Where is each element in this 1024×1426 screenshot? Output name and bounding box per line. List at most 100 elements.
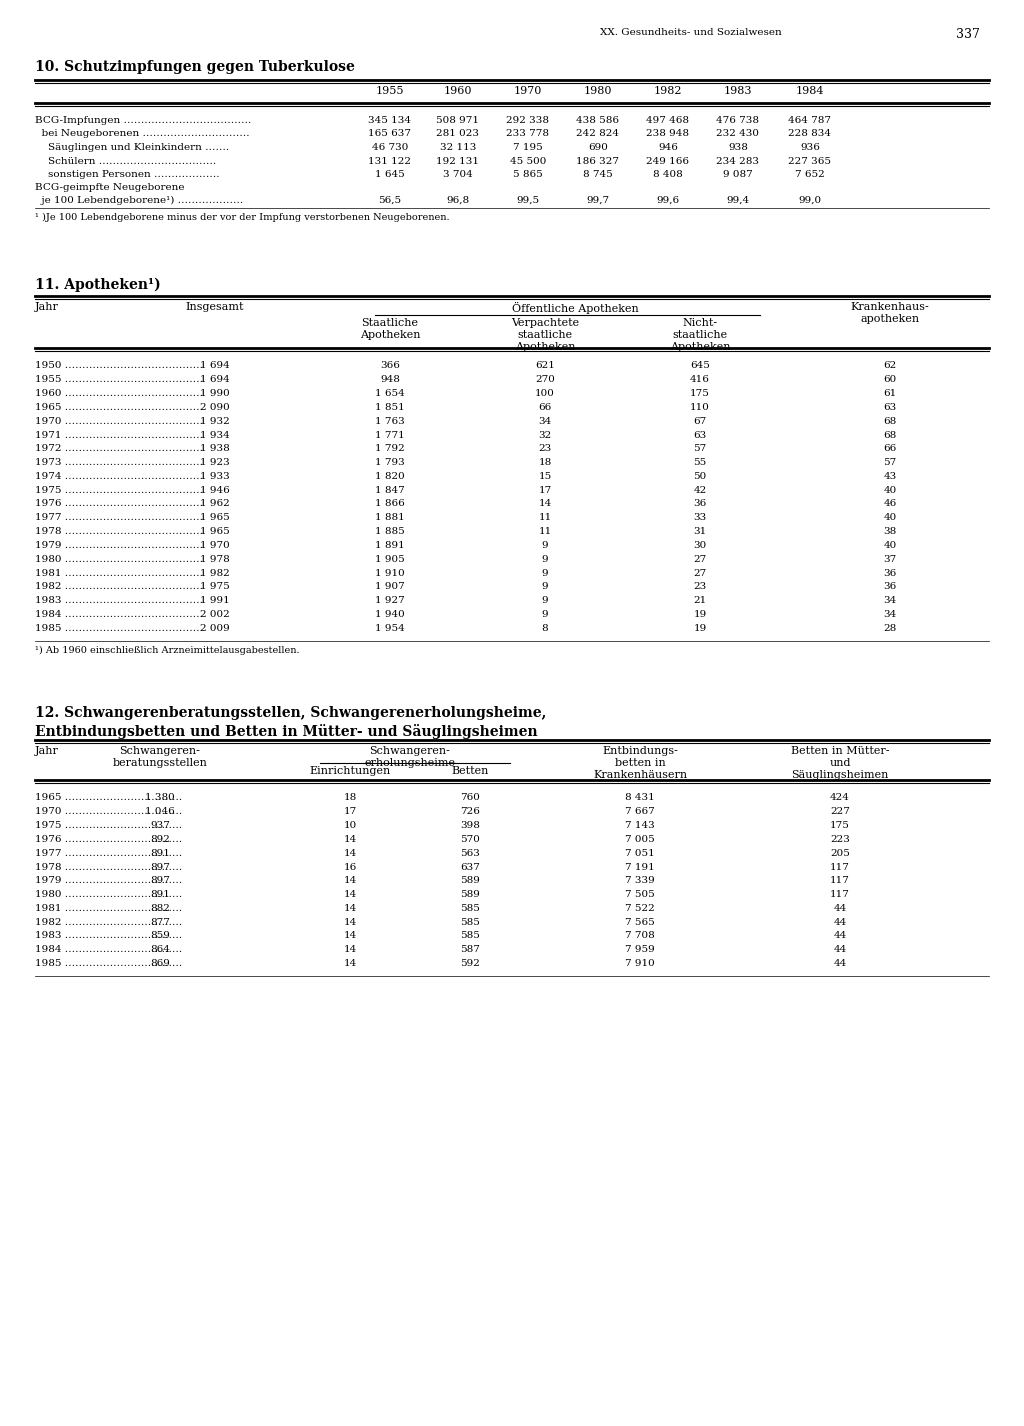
Text: 690: 690: [588, 143, 608, 153]
Text: 131 122: 131 122: [369, 157, 412, 165]
Text: 1 962: 1 962: [200, 499, 229, 509]
Text: 859: 859: [151, 931, 170, 941]
Text: 242 824: 242 824: [577, 130, 620, 138]
Text: 1 891: 1 891: [375, 540, 404, 550]
Text: 100: 100: [536, 389, 555, 398]
Text: 281 023: 281 023: [436, 130, 479, 138]
Text: 621: 621: [536, 362, 555, 371]
Text: 23: 23: [539, 445, 552, 453]
Text: Schwangeren-
erholungsheime: Schwangeren- erholungsheime: [365, 746, 456, 767]
Text: 56,5: 56,5: [379, 195, 401, 204]
Text: BCG-Impfungen ……………………………….: BCG-Impfungen ……………………………….: [35, 116, 251, 125]
Text: 14: 14: [343, 904, 356, 913]
Text: 1985 ………………………………….: 1985 ………………………………….: [35, 623, 203, 633]
Text: 585: 585: [460, 918, 480, 927]
Text: 38: 38: [884, 528, 897, 536]
Text: 30: 30: [693, 540, 707, 550]
Text: 175: 175: [690, 389, 710, 398]
Text: 1 938: 1 938: [200, 445, 229, 453]
Text: 1 645: 1 645: [375, 170, 404, 180]
Text: 1 927: 1 927: [375, 596, 404, 605]
Text: 7 652: 7 652: [795, 170, 825, 180]
Text: Schülern …………………………….: Schülern …………………………….: [35, 157, 216, 165]
Text: 1984 …………………………….: 1984 …………………………….: [35, 945, 182, 954]
Text: 68: 68: [884, 416, 897, 426]
Text: 337: 337: [956, 29, 980, 41]
Text: 7 005: 7 005: [625, 834, 655, 844]
Text: 110: 110: [690, 404, 710, 412]
Text: 14: 14: [343, 834, 356, 844]
Text: 416: 416: [690, 375, 710, 384]
Text: je 100 Lebendgeborene¹) ……………….: je 100 Lebendgeborene¹) ……………….: [35, 195, 243, 204]
Text: Öffentliche Apotheken: Öffentliche Apotheken: [512, 301, 638, 314]
Text: 1 046: 1 046: [145, 807, 175, 816]
Text: 7 667: 7 667: [625, 807, 655, 816]
Text: 2 090: 2 090: [200, 404, 229, 412]
Text: 43: 43: [884, 472, 897, 481]
Text: 1971 ………………………………….: 1971 ………………………………….: [35, 431, 203, 439]
Text: 1 991: 1 991: [200, 596, 229, 605]
Text: 1984: 1984: [796, 86, 824, 96]
Text: BCG-geimpfte Neugeborene: BCG-geimpfte Neugeborene: [35, 184, 184, 193]
Text: XX. Gesundheits- und Sozialwesen: XX. Gesundheits- und Sozialwesen: [600, 29, 781, 37]
Text: 32 113: 32 113: [440, 143, 476, 153]
Text: 464 787: 464 787: [788, 116, 831, 125]
Text: 7 959: 7 959: [625, 945, 655, 954]
Text: 1975 …………………………….: 1975 …………………………….: [35, 821, 182, 830]
Text: 63: 63: [693, 431, 707, 439]
Text: 7 051: 7 051: [625, 848, 655, 857]
Text: 233 778: 233 778: [507, 130, 550, 138]
Text: 8 408: 8 408: [653, 170, 683, 180]
Text: 1 946: 1 946: [200, 486, 229, 495]
Text: Insgesamt: Insgesamt: [185, 301, 245, 311]
Text: 36: 36: [884, 582, 897, 592]
Text: 232 430: 232 430: [717, 130, 760, 138]
Text: 44: 44: [834, 931, 847, 941]
Text: 17: 17: [539, 486, 552, 495]
Text: 1950 ………………………………….: 1950 ………………………………….: [35, 362, 203, 371]
Text: 175: 175: [830, 821, 850, 830]
Text: 882: 882: [151, 904, 170, 913]
Text: 36: 36: [884, 569, 897, 578]
Text: Einrichtungen: Einrichtungen: [309, 766, 390, 776]
Text: 1970: 1970: [514, 86, 542, 96]
Text: 936: 936: [800, 143, 820, 153]
Text: 589: 589: [460, 877, 480, 886]
Text: 1955 ………………………………….: 1955 ………………………………….: [35, 375, 203, 384]
Text: 1 978: 1 978: [200, 555, 229, 563]
Text: 1978 ………………………………….: 1978 ………………………………….: [35, 528, 203, 536]
Text: 1 932: 1 932: [200, 416, 229, 426]
Text: 1983: 1983: [724, 86, 753, 96]
Text: 760: 760: [460, 793, 480, 803]
Text: 1 934: 1 934: [200, 431, 229, 439]
Text: 44: 44: [834, 960, 847, 968]
Text: 497 468: 497 468: [646, 116, 689, 125]
Text: 366: 366: [380, 362, 400, 371]
Text: 726: 726: [460, 807, 480, 816]
Text: 424: 424: [830, 793, 850, 803]
Text: 508 971: 508 971: [436, 116, 479, 125]
Text: 14: 14: [343, 931, 356, 941]
Text: 1982 …………………………….: 1982 …………………………….: [35, 918, 182, 927]
Text: 589: 589: [460, 890, 480, 900]
Text: 1978 …………………………….: 1978 …………………………….: [35, 863, 182, 871]
Text: 877: 877: [151, 918, 170, 927]
Text: 40: 40: [884, 513, 897, 522]
Text: 60: 60: [884, 375, 897, 384]
Text: 205: 205: [830, 848, 850, 857]
Text: Staatliche
Apotheken: Staatliche Apotheken: [359, 318, 420, 339]
Text: 891: 891: [151, 890, 170, 900]
Text: 1 820: 1 820: [375, 472, 404, 481]
Text: 270: 270: [536, 375, 555, 384]
Text: 1980: 1980: [584, 86, 612, 96]
Text: 14: 14: [343, 918, 356, 927]
Text: 1972 ………………………………….: 1972 ………………………………….: [35, 445, 203, 453]
Text: 1973 ………………………………….: 1973 ………………………………….: [35, 458, 203, 468]
Text: 249 166: 249 166: [646, 157, 689, 165]
Text: 1 923: 1 923: [200, 458, 229, 468]
Text: 66: 66: [539, 404, 552, 412]
Text: 476 738: 476 738: [717, 116, 760, 125]
Text: 8: 8: [542, 623, 548, 633]
Text: Jahr: Jahr: [35, 301, 58, 311]
Text: 937: 937: [151, 821, 170, 830]
